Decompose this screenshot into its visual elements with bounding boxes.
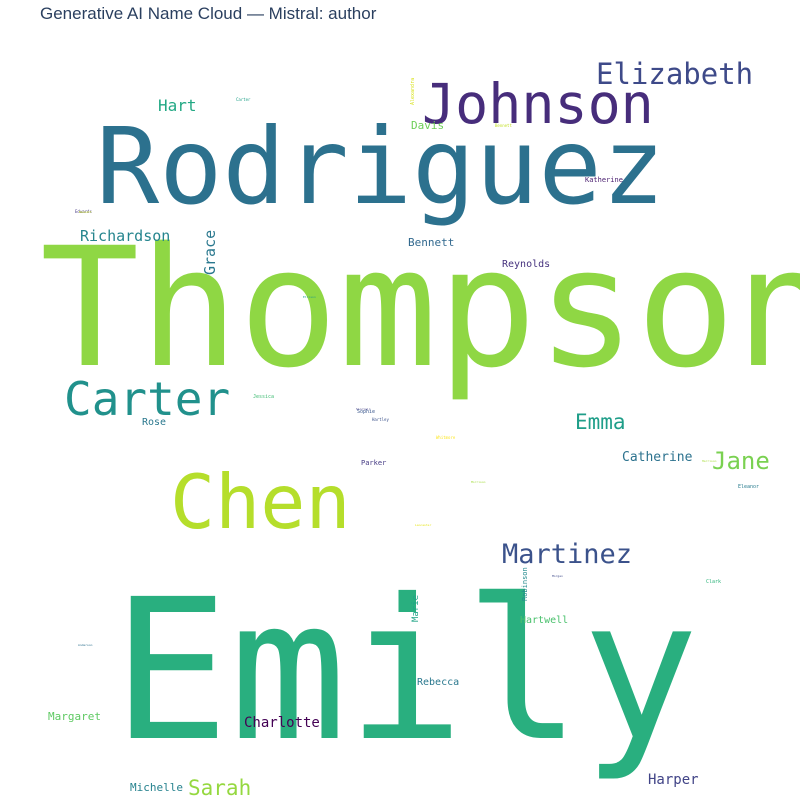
word-eleanor: Eleanor (738, 484, 759, 490)
word-robinson: Robinson (521, 567, 529, 601)
word-carter: Carter (236, 97, 251, 102)
word-bennett: Bennett (79, 210, 92, 214)
word-katherine: Katherine (585, 176, 623, 184)
word-margaret: Margaret (48, 710, 101, 723)
word-michelle: Michelle (130, 781, 183, 794)
word-carter: Carter (64, 372, 230, 426)
word-parker: Parker (361, 459, 386, 467)
word-elizabeth: Elizabeth (596, 57, 753, 91)
word-davis: Davis (411, 119, 444, 132)
word-sinclair: Sinclair (356, 407, 371, 411)
word-anderson: Anderson (78, 643, 93, 647)
word-thompson: Thompson (40, 212, 800, 404)
word-morgan: Morgan (552, 574, 563, 578)
word-whitmore: Whitmore (436, 435, 456, 440)
word-sophie: Sophie (357, 409, 375, 415)
word-johnson: Johnson (422, 72, 654, 136)
word-bennett: Bennett (495, 123, 512, 128)
word-marie: Marie (411, 595, 421, 622)
word-martinez: Martinez (502, 539, 632, 570)
word-hartwell: Hartwell (520, 615, 568, 626)
word-sarah: Sarah (188, 776, 251, 800)
word-richardson: Richardson (80, 227, 170, 245)
chart-title: Generative AI Name Cloud — Mistral: auth… (40, 4, 377, 23)
word-reynolds: Reynolds (502, 259, 550, 270)
word-rodriguez: Rodriguez (96, 106, 665, 228)
word-chen: Chen (170, 458, 351, 546)
word-jane: Jane (712, 447, 770, 475)
word-jessica: Jessica (253, 394, 274, 400)
word-emma: Emma (575, 410, 626, 434)
word-lancaster: Lancaster (415, 523, 431, 527)
word-harper: Harper (648, 772, 699, 788)
word-edwards: Edwards (75, 209, 92, 214)
word-charlotte: Charlotte (244, 715, 320, 731)
word-hartley: Hartley (372, 417, 389, 422)
word-harrison: Harrison (702, 459, 717, 463)
word-clark: Clark (706, 579, 721, 585)
word-rose: Rose (142, 417, 166, 428)
word-morrison: Morrison (471, 480, 486, 484)
word-emily: Emily (112, 557, 699, 784)
word-alexandra: Alexandra (410, 78, 416, 105)
word-catherine: Catherine (622, 450, 693, 465)
word-hart: Hart (158, 96, 197, 115)
word-ellison: Ellison (303, 295, 316, 299)
word-rebecca: Rebecca (417, 677, 459, 688)
word-bennett: Bennett (408, 236, 454, 249)
word-grace: Grace (201, 230, 219, 275)
